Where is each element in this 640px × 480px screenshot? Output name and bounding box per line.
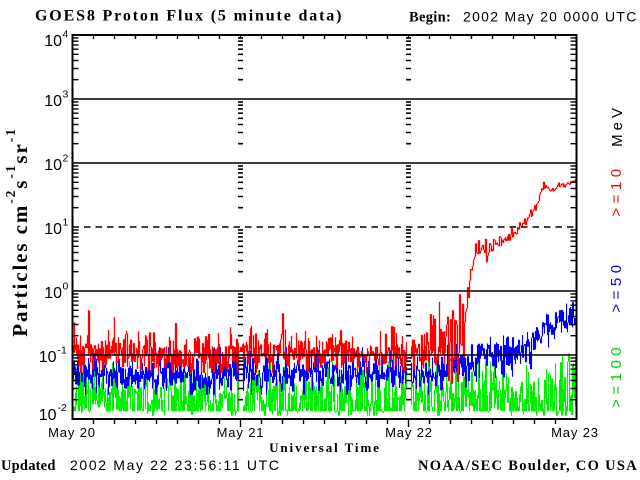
svg-text:May 23: May 23 [551, 425, 599, 440]
svg-text:MeV: MeV [609, 104, 626, 147]
svg-text:-2: -2 [58, 402, 67, 414]
svg-text:>=50: >=50 [608, 260, 625, 312]
svg-text:>=10: >=10 [608, 164, 625, 216]
svg-text:10: 10 [39, 407, 57, 424]
svg-text:May 22: May 22 [385, 425, 433, 440]
svg-text:10: 10 [44, 157, 62, 174]
svg-text:2002 May 22 23:56:11 UTC: 2002 May 22 23:56:11 UTC [70, 457, 281, 473]
svg-text:3: 3 [63, 88, 69, 100]
svg-text:-1: -1 [58, 344, 67, 356]
svg-text:2002 May 20 0000 UTC: 2002 May 20 0000 UTC [463, 9, 638, 25]
svg-text:0: 0 [63, 280, 69, 292]
svg-text:10: 10 [44, 285, 62, 302]
svg-text:May 20: May 20 [48, 425, 96, 440]
svg-text:4: 4 [63, 28, 69, 40]
svg-text:1: 1 [63, 216, 69, 228]
svg-text:May 21: May 21 [217, 425, 265, 440]
svg-text:10: 10 [44, 93, 62, 110]
svg-text:10: 10 [44, 221, 62, 238]
svg-text:2: 2 [63, 152, 69, 164]
svg-text:Particles cm-2s-1sr-1: Particles cm-2s-1sr-1 [3, 127, 32, 337]
svg-text:Universal Time: Universal Time [269, 440, 381, 455]
svg-text:NOAA/SEC Boulder, CO USA: NOAA/SEC Boulder, CO USA [418, 458, 638, 474]
svg-text:10: 10 [44, 33, 62, 50]
svg-text:10: 10 [39, 349, 57, 366]
svg-text:Begin:: Begin: [409, 10, 451, 26]
svg-text:Updated: Updated [1, 458, 56, 474]
svg-text:>=100: >=100 [608, 343, 625, 408]
svg-text:GOES8 Proton Flux (5 minute da: GOES8 Proton Flux (5 minute data) [35, 7, 343, 24]
